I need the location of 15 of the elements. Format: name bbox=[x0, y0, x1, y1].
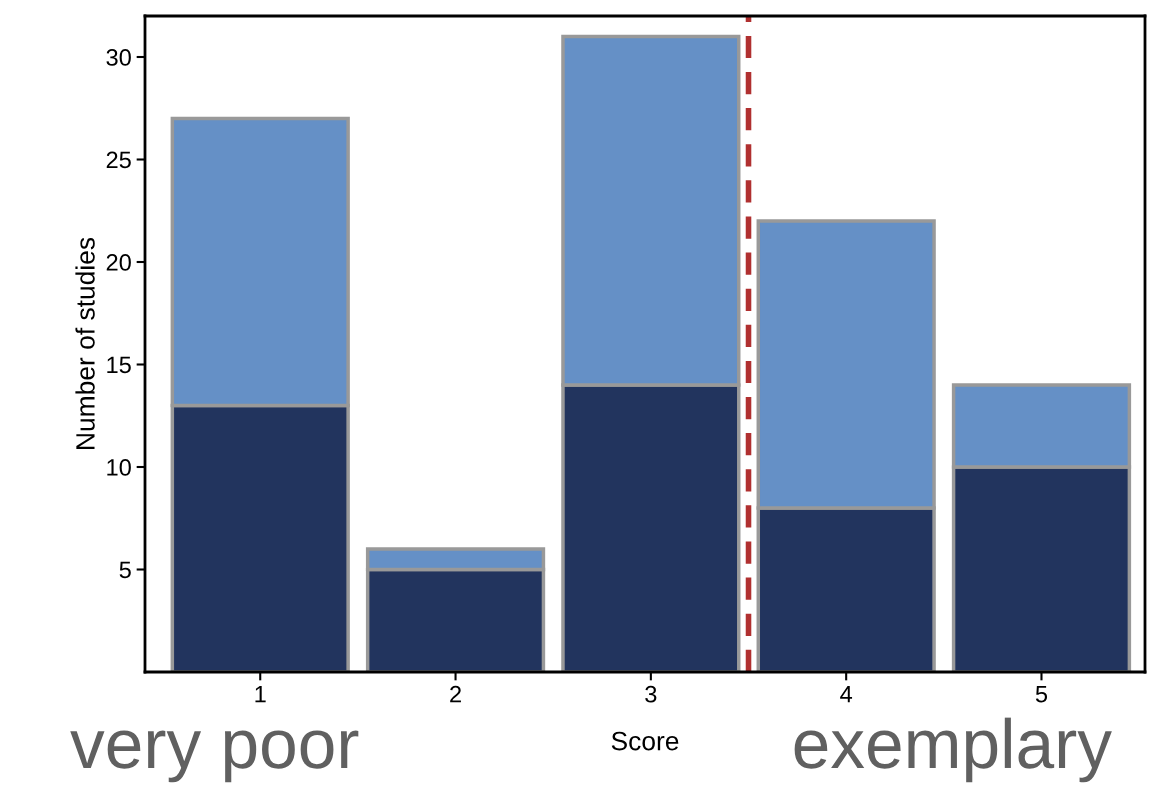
y-tick-label: 5 bbox=[119, 561, 131, 579]
x-tick-label: 5 bbox=[1035, 686, 1048, 703]
text: very poor bbox=[70, 730, 359, 783]
x-tick-label: 4 bbox=[840, 686, 853, 703]
x-axis-title: Score bbox=[611, 731, 679, 751]
y-tick-label: 30 bbox=[106, 49, 131, 66]
x-tick-label: 2 bbox=[450, 685, 461, 703]
x-tick-label: 3 bbox=[645, 685, 657, 703]
y-tick-label: 25 bbox=[106, 151, 131, 169]
y-tick-label: 15 bbox=[107, 356, 131, 374]
y-tick-label: 10 bbox=[107, 459, 131, 476]
y-tick-label: 20 bbox=[106, 254, 131, 271]
text: exemplary bbox=[794, 717, 1112, 783]
y-axis-title: Number of studies bbox=[75, 237, 95, 449]
x-tick-label: 1 bbox=[255, 686, 266, 703]
